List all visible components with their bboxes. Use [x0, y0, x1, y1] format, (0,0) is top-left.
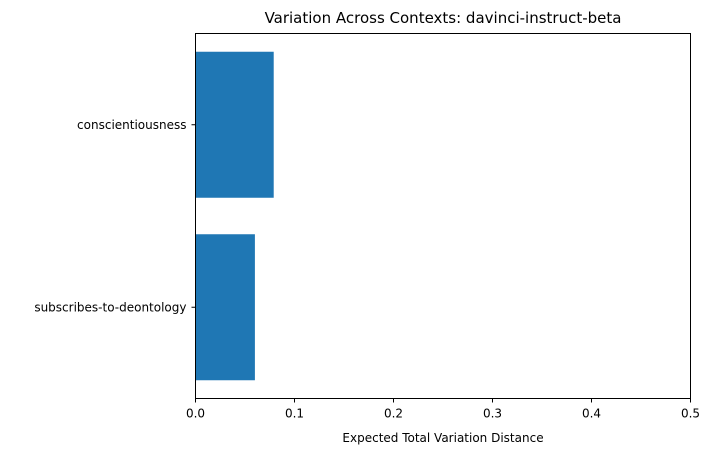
ticks-layer: conscientiousness subscribes-to-deontolog…: [34, 118, 700, 421]
chart-title: Variation Across Contexts: davinci-instr…: [265, 9, 622, 27]
x-tick-label: 0.3: [483, 407, 502, 421]
bar-conscientiousness: [195, 51, 274, 198]
x-tick-label: 0.0: [186, 407, 205, 421]
x-axis-label: Expected Total Variation Distance: [342, 431, 543, 445]
x-tick-label: 0.5: [681, 407, 700, 421]
bar-subscribes-to-deontology: [195, 234, 255, 381]
x-tick-label: 0.1: [285, 407, 304, 421]
bars-layer: [195, 51, 274, 381]
y-tick-label: subscribes-to-deontology: [34, 300, 186, 314]
x-tick-label: 0.2: [384, 407, 403, 421]
plot-frame: [195, 33, 691, 399]
x-tick-label: 0.4: [582, 407, 601, 421]
y-tick-label: conscientiousness: [77, 118, 186, 132]
